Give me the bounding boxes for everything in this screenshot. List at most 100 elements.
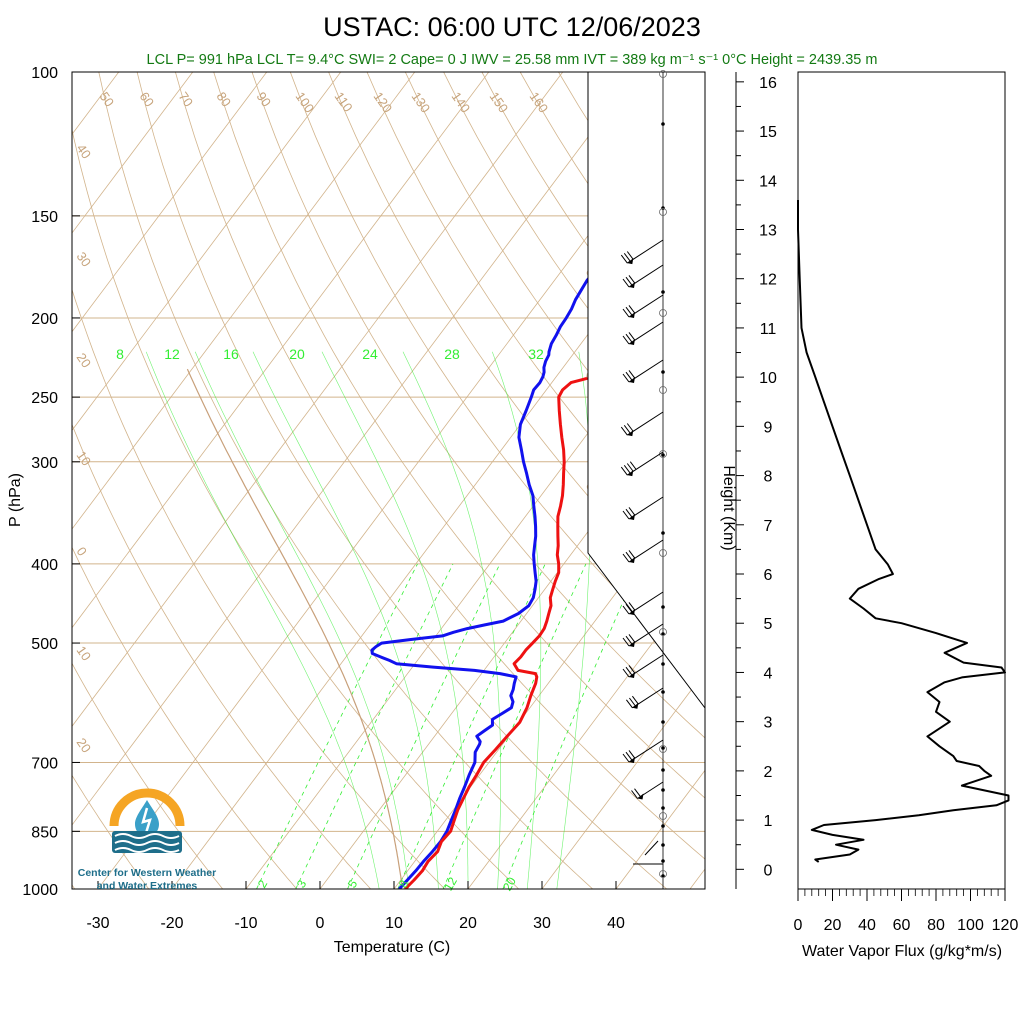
wind-barb-icon [620,411,664,437]
barb-dot [661,720,665,724]
barb-feather [628,665,636,674]
isotherm-label: 110 [332,89,356,115]
wind-barb-icon [622,359,664,383]
mixing-ratio-top-label: 20 [289,346,305,362]
barb-feather [625,603,633,613]
barb-feather [625,635,633,645]
moist-adiabat-line [145,351,380,889]
barb-level-circle [659,628,667,636]
y-tick-label: 100 [31,65,58,82]
flux-panel-frame [797,71,1006,890]
barb-dot [661,788,665,792]
barb-feather [631,790,638,799]
moist-adiabat-line [252,351,439,889]
barb-feather [628,275,636,284]
mixing-ratio-top-label: 32 [528,346,544,362]
logo-text-line1: Center for Western Weather [78,867,216,879]
barb-feather [626,251,634,260]
barb-feather [626,463,634,472]
barb-pennant [629,672,635,678]
isotherm-label: 130 [409,89,434,115]
isotherm-line [72,72,638,826]
isotherm-label: 140 [449,89,474,115]
barb-level-circle [659,70,667,78]
isotherm-line [72,72,490,629]
skewt-axes: -30 -20 -10 0 10 20 30 40 Temperature (C) 100 150 2… [7,65,625,956]
barb-feather [620,466,628,476]
height-tick-label: 16 [759,75,777,92]
flux-tick-label: 0 [794,917,803,934]
height-tick-label: 14 [759,173,777,190]
flux-axis-label: Water Vapor Flux (g/kg*m/s) [802,943,1002,960]
isotherm-line [72,72,342,431]
isotherm-line [541,671,705,889]
wind-barb-icon [626,687,664,709]
flux-tick-label: 60 [893,917,911,934]
isotherm-left-label: 40 [74,141,95,161]
barb-feather [622,373,630,383]
isotherm-label: 90 [254,89,275,109]
isotherm-label: 50 [97,89,118,109]
barb-feather [622,553,630,563]
height-tick-label: 1 [764,813,773,830]
isotherm-left-label: 20 [74,350,95,370]
barb-pennant [629,377,635,383]
wind-barb-icon [622,539,664,563]
y-axis-label: P (hPa) [7,473,24,527]
dry-adiabat-line [404,72,705,507]
barb-feather [623,424,631,434]
barb-feather [622,668,630,678]
y-tick-label: 250 [31,390,58,407]
barb-feather [644,840,659,856]
isotherm-label: 120 [371,89,396,115]
y-tick-label: 1000 [22,882,58,899]
height-tick-label: 4 [764,665,773,682]
skewt-frame [71,71,706,890]
barb-pennant [632,702,639,709]
barb-pennant [629,282,635,288]
y-tick-label: 150 [31,209,58,226]
isotherm-label: 60 [137,89,158,109]
barb-feather [628,602,636,611]
x-tick-label: -30 [86,915,109,932]
y-tick-label: 200 [31,311,58,328]
height-tick-label: 2 [764,764,773,781]
barb-feather [629,461,637,471]
wind-barb-icon [620,239,664,265]
barb-feather [628,370,636,379]
barb-feather [629,697,636,707]
y-tick-label: 850 [31,824,58,841]
barb-pennant [629,641,635,647]
height-tick-label: 8 [764,469,773,486]
barb-feather [623,464,631,474]
barb-feather [622,753,630,763]
x-tick-label: -20 [160,915,183,932]
isotherm-label: 70 [176,89,197,109]
barb-pennant [629,557,635,563]
mixing-ratio-line [256,563,418,889]
isotherm-label: 100 [293,89,318,115]
x-tick-label: -10 [234,915,257,932]
mixing-ratio-top-label: 12 [164,346,180,362]
y-tick-label: 700 [31,755,58,772]
barb-feather [622,308,630,318]
isotherm-line [764,72,1024,889]
barb-dot [661,768,665,772]
skewt-labels: 50 60 70 80 90 100 110 120 130 140 150 160403020100… [74,72,706,893]
wind-barb-icon [620,451,664,477]
barb-dot [661,746,665,750]
barb-dot [661,206,665,210]
isotherm-label: 150 [487,89,512,115]
logo-text-line2: and Water Extremes [97,880,198,892]
barb-dot [661,859,665,863]
wind-barbs [620,70,667,889]
wind-barb-icon [622,739,664,763]
flux-tick-label: 20 [824,917,842,934]
dewpoint-profile-line [370,215,628,889]
barb-feather [628,550,636,559]
barb-dot [661,370,665,374]
wind-barb-icon [622,496,664,520]
mixing-ratio-line [397,563,546,889]
barb-feather [626,699,633,709]
skewt-background [72,72,1024,889]
